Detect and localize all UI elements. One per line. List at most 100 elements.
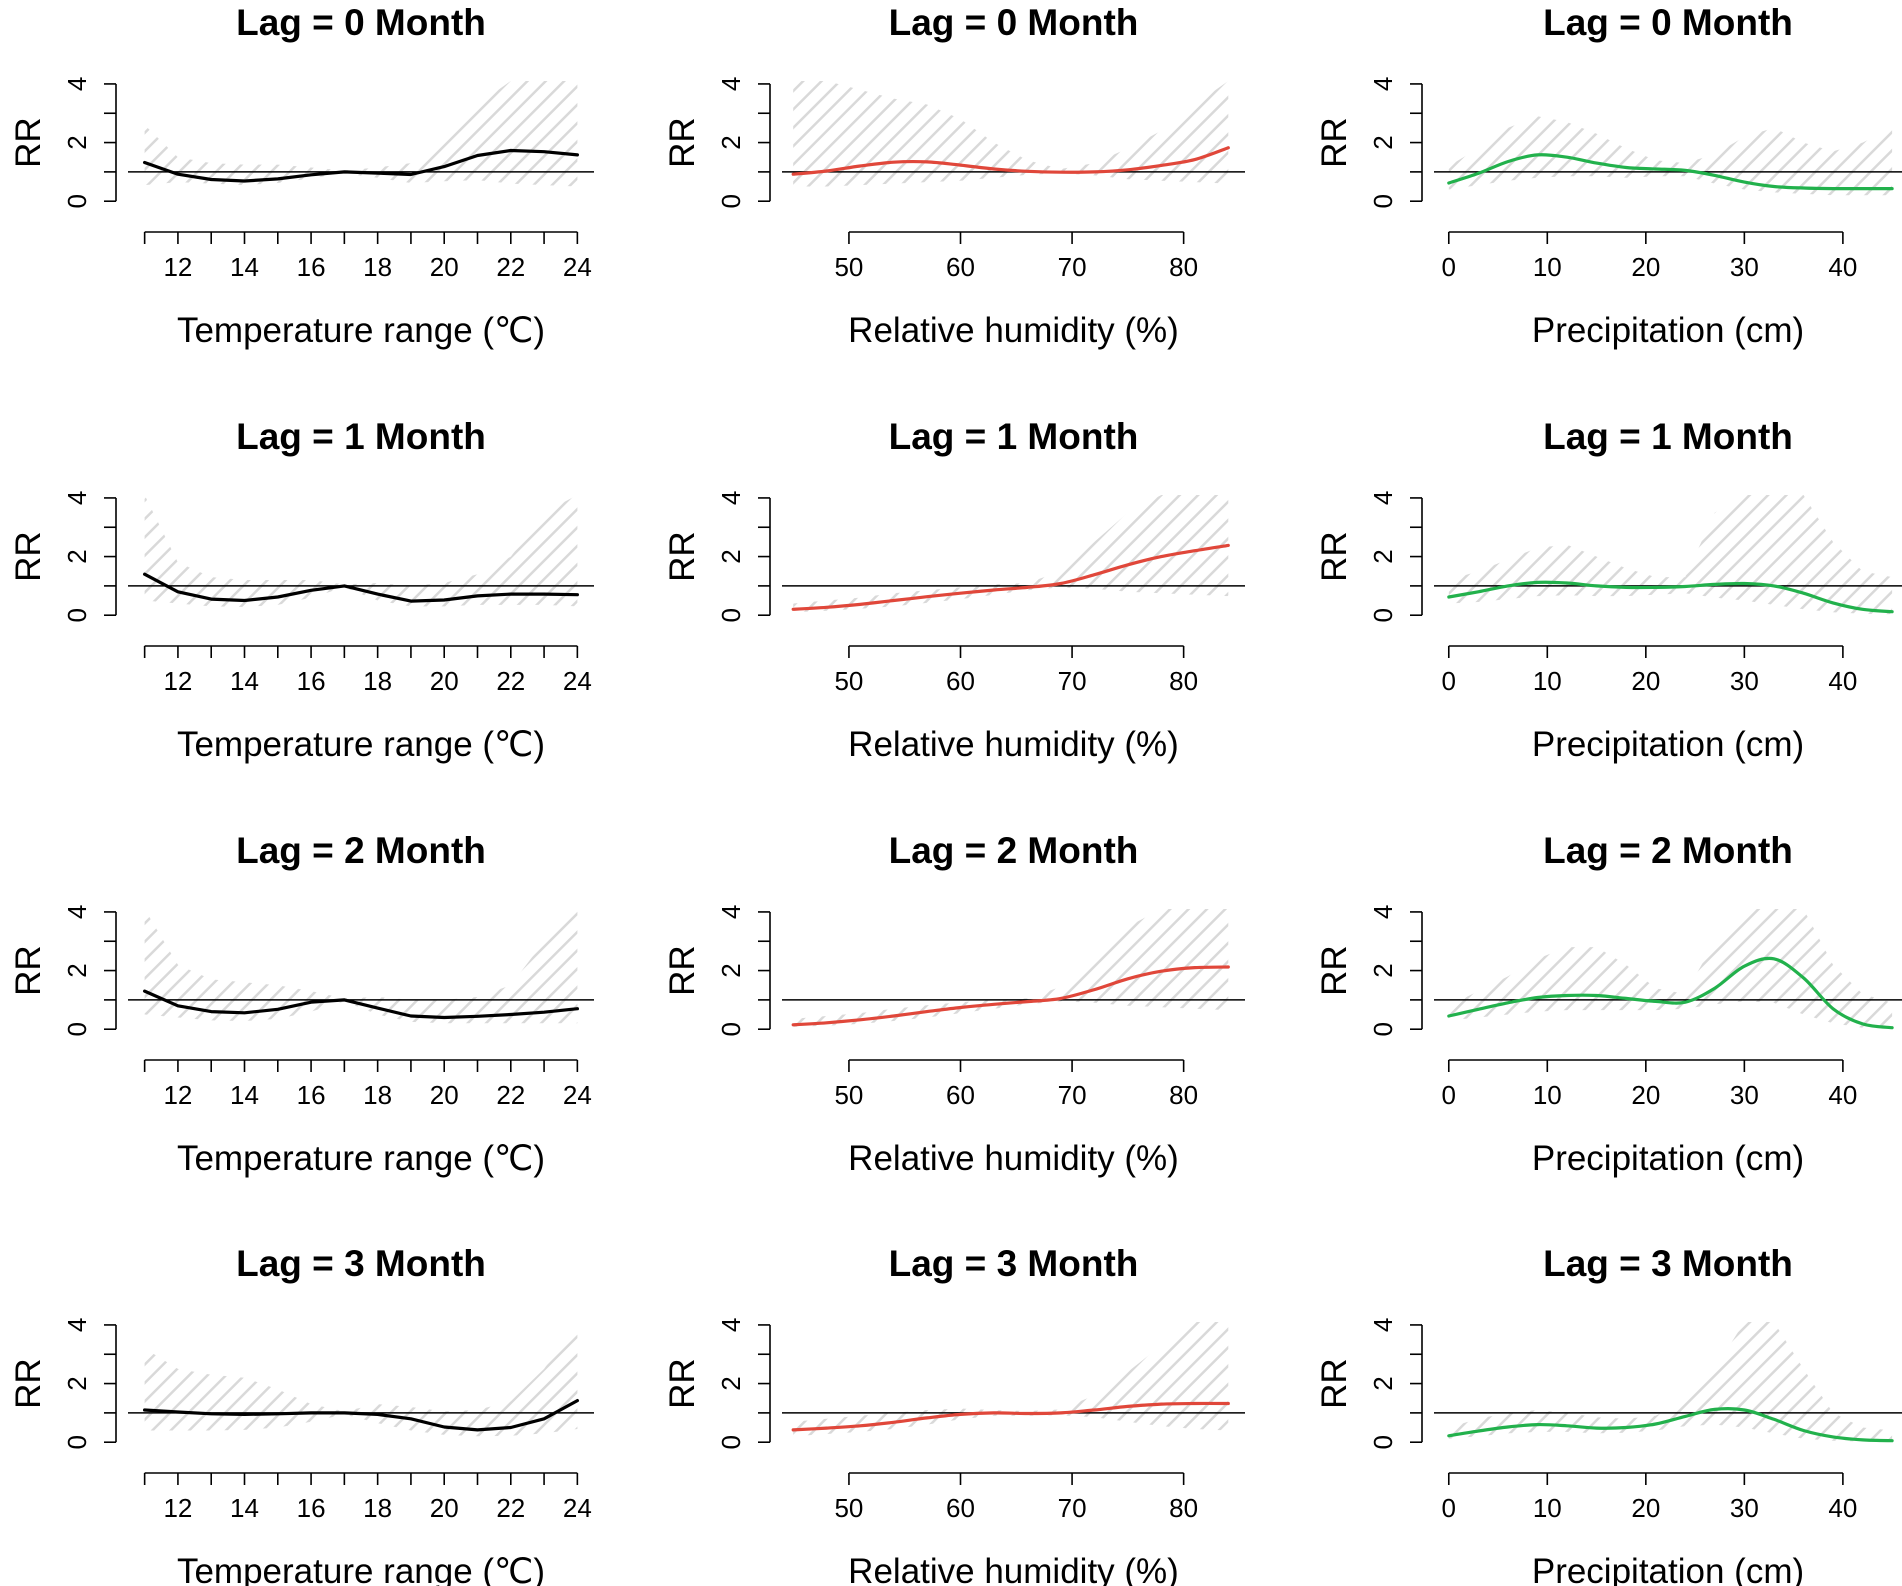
x-tick-label: 70 xyxy=(1058,666,1087,696)
y-tick-label: 2 xyxy=(1368,135,1398,149)
y-tick-label: 0 xyxy=(1368,1022,1398,1036)
y-tick-label: 4 xyxy=(62,77,92,91)
x-tick-label: 20 xyxy=(430,1493,459,1523)
y-tick-label: 0 xyxy=(1368,194,1398,208)
y-tick-label: 2 xyxy=(1368,1376,1398,1390)
y-tick-label: 4 xyxy=(716,491,746,505)
y-axis-label: RR xyxy=(1315,1358,1354,1409)
rr-curve xyxy=(143,148,579,183)
rr-curve xyxy=(143,572,579,603)
y-axis-label: RR xyxy=(663,945,702,996)
panel-1-2: Lag = 0 Month 0 2 4 RR 50 60 70 80 Relative humid… xyxy=(663,2,1245,350)
x-tick-label: 10 xyxy=(1533,252,1562,282)
confidence-band xyxy=(1448,495,1893,615)
panel-title: Lag = 3 Month xyxy=(1543,1243,1793,1284)
x-tick-label: 10 xyxy=(1533,666,1562,696)
y-tick-label: 2 xyxy=(716,135,746,149)
y-tick-label: 4 xyxy=(716,905,746,919)
x-tick-label: 14 xyxy=(230,252,259,282)
panel-title: Lag = 1 Month xyxy=(1543,416,1793,457)
x-tick-label: 30 xyxy=(1730,666,1759,696)
y-tick-label: 4 xyxy=(716,77,746,91)
y-tick-label: 4 xyxy=(1368,905,1398,919)
confidence-band xyxy=(144,495,578,607)
x-tick-label: 20 xyxy=(430,666,459,696)
y-tick-label: 4 xyxy=(1368,1318,1398,1332)
rr-curve xyxy=(143,989,579,1020)
panel-1-3: Lag = 0 Month 0 2 4 RR 0 10 20 30 40 Precipitation… xyxy=(1315,2,1902,350)
x-tick-label: 20 xyxy=(1631,666,1660,696)
x-tick-label: 80 xyxy=(1169,1493,1198,1523)
x-tick-label: 40 xyxy=(1828,666,1857,696)
confidence-band xyxy=(144,909,578,1024)
x-tick-label: 12 xyxy=(163,252,192,282)
x-axis-label: Relative humidity (%) xyxy=(848,311,1179,350)
confidence-band xyxy=(793,1322,1229,1437)
x-tick-label: 22 xyxy=(496,252,525,282)
y-tick-label: 0 xyxy=(62,194,92,208)
panel-title: Lag = 0 Month xyxy=(889,2,1139,43)
panel-title: Lag = 2 Month xyxy=(889,830,1139,871)
y-tick-label: 0 xyxy=(716,194,746,208)
confidence-band xyxy=(793,495,1229,613)
x-tick-label: 14 xyxy=(230,1493,259,1523)
panel-2-2: Lag = 1 Month 0 2 4 RR 50 60 70 80 Relative humid… xyxy=(663,416,1245,764)
x-tick-label: 20 xyxy=(430,1080,459,1110)
x-axis-label: Temperature range (℃) xyxy=(177,311,545,350)
x-tick-label: 50 xyxy=(834,1080,863,1110)
x-tick-label: 30 xyxy=(1730,252,1759,282)
x-tick-label: 10 xyxy=(1533,1493,1562,1523)
x-axis-label: Temperature range (℃) xyxy=(177,725,545,764)
y-tick-label: 4 xyxy=(1368,491,1398,505)
y-axis-label: RR xyxy=(9,945,48,996)
y-axis-label: RR xyxy=(1315,945,1354,996)
panel-3-3: Lag = 2 Month 0 2 4 RR 0 10 20 30 40 Precipitation… xyxy=(1315,830,1902,1178)
y-tick-label: 2 xyxy=(716,1376,746,1390)
x-tick-label: 18 xyxy=(363,1080,392,1110)
rr-curve xyxy=(791,1401,1230,1432)
y-tick-label: 0 xyxy=(716,608,746,622)
rr-curve xyxy=(791,965,1230,1027)
x-tick-label: 70 xyxy=(1058,1493,1087,1523)
confidence-band xyxy=(793,909,1229,1027)
rr-curve xyxy=(1447,580,1894,614)
x-axis-label: Precipitation (cm) xyxy=(1532,311,1804,350)
x-tick-label: 0 xyxy=(1442,1493,1456,1523)
x-tick-label: 22 xyxy=(496,1493,525,1523)
x-axis-label: Precipitation (cm) xyxy=(1532,1552,1804,1586)
x-tick-label: 70 xyxy=(1058,252,1087,282)
y-axis-label: RR xyxy=(1315,117,1354,168)
x-tick-label: 24 xyxy=(563,1080,592,1110)
confidence-band xyxy=(793,81,1229,187)
x-tick-label: 40 xyxy=(1828,1493,1857,1523)
x-axis-label: Precipitation (cm) xyxy=(1532,725,1804,764)
x-axis-label: Relative humidity (%) xyxy=(848,1552,1179,1586)
y-axis-label: RR xyxy=(663,1358,702,1409)
panel-title: Lag = 1 Month xyxy=(889,416,1139,457)
x-tick-label: 14 xyxy=(230,666,259,696)
panel-title: Lag = 1 Month xyxy=(236,416,486,457)
x-tick-label: 0 xyxy=(1442,666,1456,696)
y-axis-label: RR xyxy=(663,531,702,582)
y-tick-label: 0 xyxy=(1368,1435,1398,1449)
y-tick-label: 0 xyxy=(62,1022,92,1036)
confidence-band xyxy=(1448,909,1893,1029)
y-tick-label: 2 xyxy=(1368,549,1398,563)
y-tick-label: 2 xyxy=(62,963,92,977)
y-axis-label: RR xyxy=(1315,531,1354,582)
x-tick-label: 50 xyxy=(834,1493,863,1523)
panel-title: Lag = 0 Month xyxy=(236,2,486,43)
y-tick-label: 0 xyxy=(62,1435,92,1449)
panel-4-2: Lag = 3 Month 0 2 4 RR 50 60 70 80 Relative humid… xyxy=(663,1243,1245,1586)
x-tick-label: 22 xyxy=(496,666,525,696)
x-tick-label: 12 xyxy=(163,666,192,696)
x-axis-label: Relative humidity (%) xyxy=(848,1139,1179,1178)
x-tick-label: 24 xyxy=(563,1493,592,1523)
x-tick-label: 80 xyxy=(1169,666,1198,696)
panel-2-3: Lag = 1 Month 0 2 4 RR 0 10 20 30 40 Precipitation… xyxy=(1315,416,1902,764)
x-tick-label: 20 xyxy=(430,252,459,282)
rr-curve xyxy=(1447,956,1894,1030)
x-tick-label: 30 xyxy=(1730,1493,1759,1523)
